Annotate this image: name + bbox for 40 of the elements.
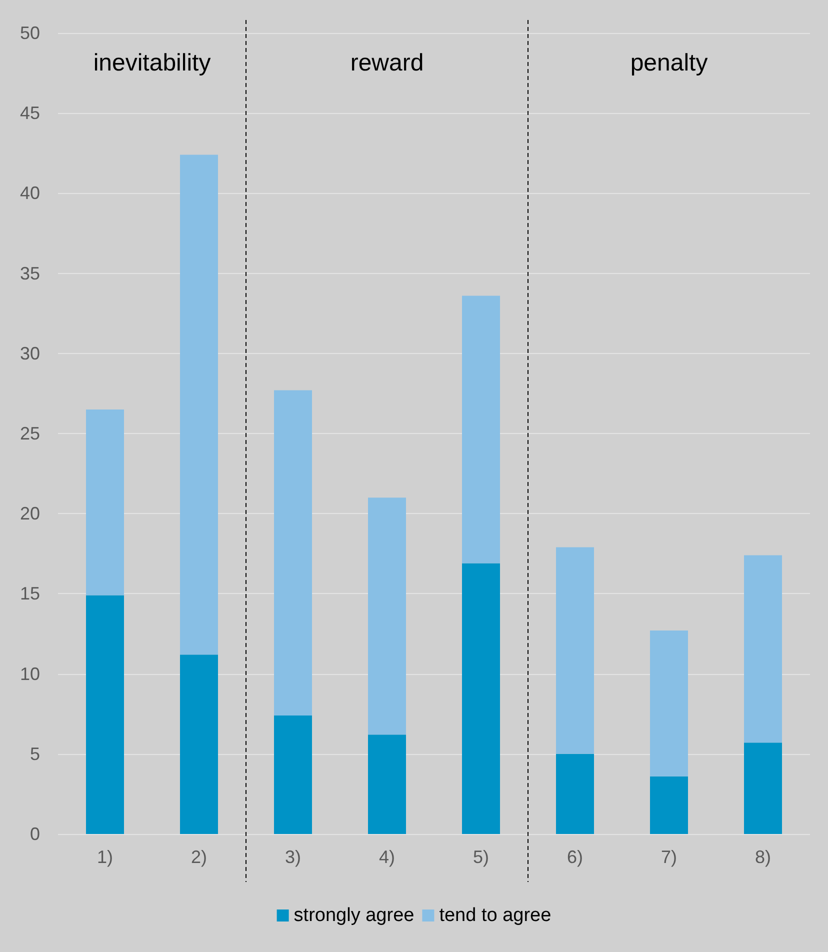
legend-label: strongly agree (294, 905, 414, 926)
bar (86, 409, 124, 596)
bar (556, 754, 594, 834)
y-tick-label: 15 (20, 584, 40, 604)
y-tick-label: 30 (20, 343, 40, 364)
bar (274, 715, 312, 834)
bar (744, 742, 782, 834)
bar (368, 498, 406, 735)
bar (86, 595, 124, 834)
x-tick-label: 1) (96, 847, 114, 867)
y-tick-label: 0 (30, 824, 40, 844)
annotation: penalty (630, 50, 708, 76)
annotation: reward (350, 50, 424, 76)
bar (180, 654, 218, 834)
bar (744, 555, 782, 743)
annotation: inevitability (93, 50, 211, 76)
y-tick-label: 25 (20, 424, 40, 444)
y-tick-label: 5 (30, 744, 40, 764)
x-tick-label: 7) (660, 847, 678, 867)
x-tick-label: 6) (566, 847, 584, 867)
bar (650, 630, 688, 776)
bar (462, 296, 500, 564)
x-tick-label: 8) (754, 847, 772, 867)
bar (556, 547, 594, 754)
bar (274, 390, 312, 716)
x-tick-label: 4) (378, 847, 396, 867)
bar (650, 776, 688, 834)
bar (180, 154, 218, 655)
y-tick-label: 10 (20, 664, 40, 684)
legend-label: tend to agree (439, 905, 552, 926)
y-tick-label: 40 (20, 183, 40, 204)
y-tick-label: 20 (20, 504, 40, 524)
bar (462, 563, 500, 834)
y-tick-label: 45 (20, 103, 40, 124)
bar (368, 734, 406, 834)
x-tick-label: 2) (190, 847, 208, 867)
x-tick-label: 3) (284, 847, 302, 867)
y-tick-label: 35 (20, 263, 40, 284)
x-tick-label: 5) (472, 847, 490, 867)
y-tick-label: 50 (20, 23, 40, 43)
